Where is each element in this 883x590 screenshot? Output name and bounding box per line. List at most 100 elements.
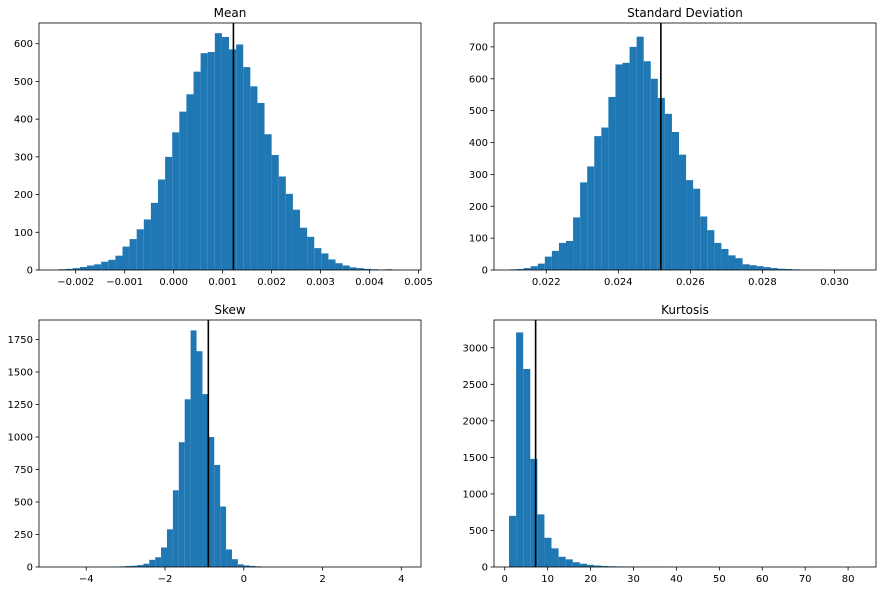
histogram-bar [190,330,197,567]
histogram-bar [193,71,201,271]
histogram-bar [594,565,602,567]
histogram-bar [537,263,545,270]
histogram-bar [214,33,222,271]
histogram-bar [94,264,102,270]
histogram-bar [728,255,736,270]
y-tick-label: 0 [27,266,33,277]
histogram-bar [777,268,785,270]
x-tick-label: 0.028 [748,277,777,288]
y-tick-label: 500 [469,526,488,537]
histogram-bar [551,250,559,270]
histogram-bar [784,269,793,270]
histogram-bar [125,565,132,567]
histogram-bar [300,227,308,270]
plot-frame [493,319,877,568]
y-tick-label: 600 [14,39,33,50]
y-tick-label: 100 [469,234,488,245]
histogram-bar [178,442,185,567]
histogram-bar [166,529,173,567]
histogram-bar [214,464,221,567]
histogram-bar [202,394,209,567]
plot-frame [38,22,422,271]
histogram-bar [707,230,715,270]
histogram-bar [143,563,150,567]
histogram-bar [558,556,566,567]
x-tick-label: 0.026 [676,277,705,288]
histogram-bar [686,180,694,270]
y-tick-label: 500 [14,498,33,509]
histogram-bar [321,253,329,270]
histogram-bar [207,52,215,270]
x-tick-label: −0.002 [57,277,94,288]
histogram-bar [530,266,538,270]
histogram-bar [349,267,357,270]
histogram-bar [292,209,301,270]
histogram-bar [172,490,179,567]
histogram-bar [756,266,764,270]
histogram-bar [735,258,743,270]
y-tick-label: 750 [14,465,33,476]
x-tick-label: 0.003 [306,277,335,288]
histogram-bar [101,261,109,270]
histogram-bar [184,399,191,567]
x-tick-label: 0 [241,574,247,585]
histogram-bar [314,248,322,270]
x-tick-label: 0.005 [404,277,433,288]
chart-title: Skew [214,303,246,317]
x-tick-label: 80 [842,574,855,585]
x-tick-label: 0.030 [820,277,849,288]
x-tick-label: 0.024 [604,277,633,288]
y-tick-label: 500 [469,106,488,117]
histogram-bar [671,132,680,270]
x-tick-label: −0.001 [106,277,143,288]
histogram-bar [509,515,517,567]
histogram-bar [572,562,580,567]
y-tick-label: 300 [14,152,33,163]
histogram-bar [636,36,644,271]
histogram-bar [650,78,658,271]
histogram-bar [200,53,208,270]
histogram-bar [220,506,227,567]
histogram-bar [551,548,559,567]
y-tick-label: 1500 [8,368,33,379]
histogram-bar [243,565,250,567]
histogram-bar [516,269,524,270]
histogram-bar [172,132,180,270]
histogram-bar [243,67,251,271]
histogram-bar [150,202,159,270]
y-tick-label: 2500 [463,380,488,391]
histogram-bar [250,86,258,270]
histogram-bar [115,255,123,270]
histogram-bar [179,111,187,271]
histogram-bar [226,549,232,567]
histogram-bar [558,242,566,270]
histogram-bar [79,266,87,270]
histogram-bar [278,176,286,270]
histogram-bar [72,268,80,270]
y-tick-label: 250 [14,530,33,541]
histogram-bar [586,564,594,567]
histogram-bar [65,268,73,270]
histogram-bar [629,46,637,271]
chart-title: Standard Deviation [627,6,743,20]
histogram-bar [700,216,708,270]
histogram-bar [137,565,144,567]
histogram-bar [714,242,722,270]
histogram-bar [136,229,144,270]
histogram-bar [328,259,336,270]
histogram-bar [271,154,279,270]
plot-frame [38,319,422,568]
histogram-bar [86,265,95,270]
x-tick-label: −2 [158,574,173,585]
histogram-bar [580,182,588,270]
histogram-bar [523,268,531,270]
histogram-bar [186,94,194,271]
chart-panel-skew: −4 −2 0 2 4 0 250 500 750 1000 1250 1500 1750 Skew [8,303,422,585]
histogram-bar [530,458,538,567]
histogram-bar [363,268,372,270]
chart-title: Kurtosis [661,303,709,317]
histogram-bar [221,36,230,271]
chart-panel-kurtosis: 0 10 20 30 40 50 60 70 80 0 500 1000 1500 2000 2500 300… [463,303,877,585]
x-tick-label: 0.002 [257,277,286,288]
histogram-bar [587,166,595,270]
